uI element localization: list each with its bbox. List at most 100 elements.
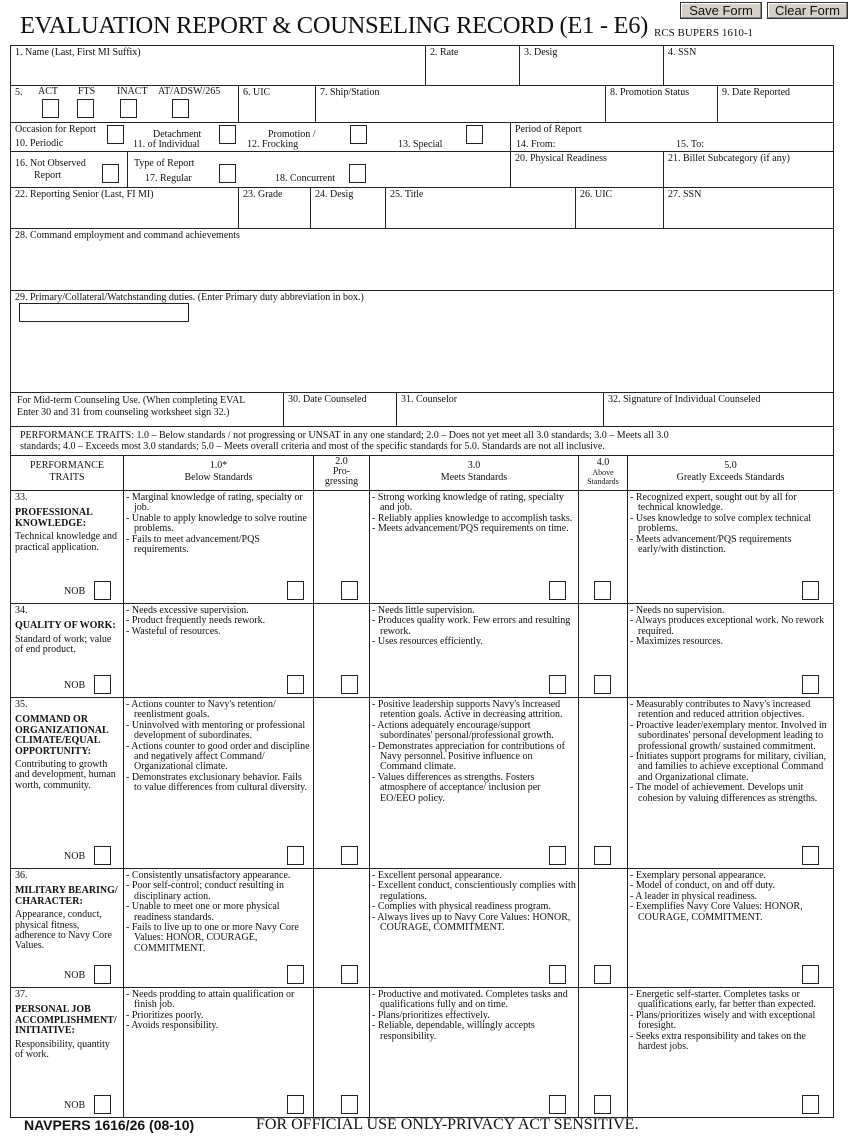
billet-subcategory-field[interactable]: 21. Billet Subcategory (if any) [663,151,834,188]
rs-desig-field[interactable]: 24. Desig [310,187,386,229]
regular-checkbox[interactable] [219,164,236,183]
trait-33-grade-1-0-checkbox[interactable] [287,581,304,600]
detachment-checkbox[interactable] [219,125,236,144]
billet-subcategory-field-input[interactable] [668,169,830,185]
trait-36-grade-3-0-checkbox[interactable] [549,965,566,984]
standard-bullet: The model of achievement. Develops unit … [630,783,831,804]
trait-34-grade-4-0-checkbox[interactable] [594,675,611,694]
rs-desig-field-input[interactable] [315,210,382,226]
standard-bullet: Actions adequately encourage/support sub… [372,720,576,742]
trait-37-col-5: Energetic self-starter. Completes tasks … [627,987,834,1118]
trait-36-col-3: Excellent personal appearance.Excellent … [369,868,579,988]
title-field-input[interactable] [390,210,572,226]
trait-33-grade-2-0-checkbox[interactable] [341,581,358,600]
primary-duty-abbreviation-input[interactable] [19,303,189,322]
uic-field-input[interactable] [243,104,312,120]
rs-ssn-field-input[interactable] [668,210,830,226]
name-field[interactable]: 1. Name (Last, First MI Suffix) [10,45,426,86]
trait-36-grade-4-0-checkbox[interactable] [594,965,611,984]
atadsw-checkbox[interactable] [172,99,189,118]
counselor-field-input[interactable] [401,408,600,424]
grade-field[interactable]: 23. Grade [238,187,311,229]
trait-37-grade-1-0-checkbox[interactable] [287,1095,304,1114]
trait-33-grade-3-0-checkbox[interactable] [549,581,566,600]
date-reported-field-input[interactable] [722,104,830,120]
inact-checkbox[interactable] [120,99,137,118]
trait-34-grade-5-0-checkbox[interactable] [802,675,819,694]
trait-33-nob-checkbox[interactable] [94,581,111,600]
trait-37-nob-checkbox[interactable] [94,1095,111,1114]
date-counseled-field-input[interactable] [288,408,393,424]
trait-36-nob-checkbox[interactable] [94,965,111,984]
standard-bullet: Model of conduct, on and off duty. [630,880,831,891]
signature-field-input[interactable] [608,408,830,424]
trait-34-grade-1-0-checkbox[interactable] [287,675,304,694]
grade-field-input[interactable] [243,210,307,226]
fts-checkbox[interactable] [77,99,94,118]
signature-field[interactable]: 32. Signature of Individual Counseled [603,392,834,427]
duties-field-input[interactable] [15,374,830,390]
trait-33-grade-4-0-checkbox[interactable] [594,581,611,600]
standard-bullet: Uninvolved with mentoring or professiona… [126,720,311,742]
standard-bullet: Needs no supervision. [630,605,831,616]
frocking-checkbox[interactable] [350,125,367,144]
rs-uic-field[interactable]: 26. UIC [575,187,664,229]
act-checkbox[interactable] [42,99,59,118]
trait-36-grade-1-0-checkbox[interactable] [287,965,304,984]
trait-36-grade-5-0-checkbox[interactable] [802,965,819,984]
command-employment-field-input[interactable] [15,272,830,288]
trait-34-grade-3-0-checkbox[interactable] [549,675,566,694]
trait-34-nob-checkbox[interactable] [94,675,111,694]
save-form-button[interactable]: Save Form [680,2,762,19]
periodic-checkbox[interactable] [107,125,124,144]
period-of-report-group-label: Period of Report [515,124,582,135]
reporting-senior-field[interactable]: 22. Reporting Senior (Last, FI MI) [10,187,239,229]
date-counseled-field-label: 30. Date Counseled [288,394,367,405]
trait-33-grade-5-0-checkbox[interactable] [802,581,819,600]
trait-37-grade-2-0-checkbox[interactable] [341,1095,358,1114]
date-reported-field[interactable]: 9. Date Reported [717,85,834,123]
trait-35-grade-2-0-checkbox[interactable] [341,846,358,865]
frocking-label: 12. Frocking [247,139,299,150]
name-field-input[interactable] [15,67,422,83]
duties-field-label: 29. Primary/Collateral/Watchstanding dut… [15,292,364,303]
trait-35-grade-3-0-checkbox[interactable] [549,846,566,865]
rs-ssn-field[interactable]: 27. SSN [663,187,834,229]
ship-station-field-input[interactable] [320,104,602,120]
concurrent-checkbox[interactable] [349,164,366,183]
trait-36-grade-2-0-checkbox[interactable] [341,965,358,984]
counselor-field[interactable]: 31. Counselor [396,392,604,427]
trait-37-grade-4-0-checkbox[interactable] [594,1095,611,1114]
title-field[interactable]: 25. Title [385,187,576,229]
ssn-field-input[interactable] [668,67,830,83]
date-counseled-field[interactable]: 30. Date Counseled [283,392,397,427]
reporting-senior-field-input[interactable] [15,210,235,226]
promotion-status-field[interactable]: 8. Promotion Status [605,85,718,123]
trait-34-grade-2-0-checkbox[interactable] [341,675,358,694]
physical-readiness-field-input[interactable] [515,169,660,185]
trait-35-grade-4-0-checkbox[interactable] [594,846,611,865]
command-employment-field[interactable]: 28. Command employment and command achie… [10,228,834,291]
promotion-status-field-input[interactable] [610,104,714,120]
trait-35-grade-5-0-checkbox[interactable] [802,846,819,865]
trait-35-nob-checkbox[interactable] [94,846,111,865]
trait-37-grade-5-0-checkbox[interactable] [802,1095,819,1114]
physical-readiness-field[interactable]: 20. Physical Readiness [510,151,664,188]
clear-form-button[interactable]: Clear Form [767,2,848,19]
not-observed-checkbox[interactable] [102,164,119,183]
special-checkbox[interactable] [466,125,483,144]
promotion-label: Promotion / [268,129,316,140]
desig-field-input[interactable] [524,67,660,83]
name-field-label: 1. Name (Last, First MI Suffix) [15,47,141,58]
rs-uic-field-input[interactable] [580,210,660,226]
trait-35-grade-1-0-checkbox[interactable] [287,846,304,865]
standard-bullet: Recognized expert, sought out by all for… [630,492,831,514]
ssn-field[interactable]: 4. SSN [663,45,834,86]
ship-station-field[interactable]: 7. Ship/Station [315,85,606,123]
trait-37-grade-3-0-checkbox[interactable] [549,1095,566,1114]
desig-field[interactable]: 3. Desig [519,45,664,86]
rate-field[interactable]: 2. Rate [425,45,520,86]
trait-num: 37. [15,989,28,1000]
rate-field-input[interactable] [430,67,516,83]
uic-field[interactable]: 6. UIC [238,85,316,123]
